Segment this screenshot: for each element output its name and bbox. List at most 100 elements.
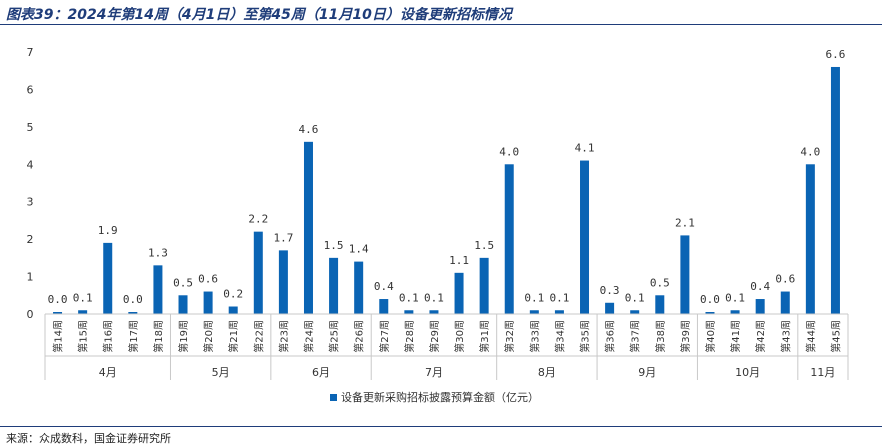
data-label: 4.1 (575, 142, 595, 155)
x-tick-label: 第33周 (528, 320, 541, 353)
x-tick-label: 第18周 (152, 320, 165, 353)
data-label: 0.1 (725, 291, 745, 304)
bar (103, 242, 113, 314)
x-tick-label: 第40周 (704, 320, 717, 353)
bar (605, 302, 615, 314)
x-tick-label: 第34周 (553, 320, 566, 353)
source-note: 来源：众成数科，国金证券研究所 (6, 432, 171, 445)
data-label: 0.2 (223, 288, 243, 301)
bar (128, 312, 138, 314)
bar (780, 291, 790, 314)
bar (228, 306, 238, 314)
chart-title: 图表39：2024年第14周（4月1日）至第45周（11月10日）设备更新招标情… (6, 7, 512, 23)
x-tick-label: 第25周 (328, 320, 341, 353)
data-label: 0.1 (73, 291, 93, 304)
x-group-label: 6月 (312, 366, 330, 379)
data-label: 4.0 (499, 145, 519, 158)
x-tick-label: 第39周 (679, 320, 692, 353)
x-tick-label: 第28周 (403, 320, 416, 353)
data-label: 2.1 (675, 216, 695, 229)
bar (78, 310, 88, 314)
x-tick-label: 第26周 (353, 320, 366, 353)
x-tick-label: 第36周 (604, 320, 617, 353)
y-tick-label: 7 (27, 46, 34, 59)
x-tick-label: 第24周 (302, 320, 315, 353)
x-tick-label: 第45周 (829, 320, 842, 353)
bars-group (53, 66, 840, 314)
x-tick-label: 第44周 (804, 320, 817, 353)
data-label: 0.1 (549, 291, 569, 304)
x-tick-label: 第43周 (779, 320, 792, 353)
y-tick-label: 5 (27, 121, 34, 134)
bar (730, 310, 740, 314)
x-tick-label: 第41周 (729, 320, 742, 353)
data-label: 2.2 (248, 213, 268, 226)
bar (805, 164, 815, 314)
bar (580, 160, 590, 314)
bar (755, 299, 765, 314)
bar (529, 310, 539, 314)
data-label: 1.4 (349, 243, 369, 256)
legend-label: 设备更新采购招标披露预算金额（亿元） (341, 390, 539, 404)
bar (354, 261, 364, 314)
bar (253, 231, 263, 314)
bar (53, 312, 63, 314)
x-tick-label: 第31周 (478, 320, 491, 353)
data-label: 0.4 (750, 280, 770, 293)
x-group-label: 10月 (735, 366, 760, 379)
bar (303, 141, 313, 314)
data-label: 0.4 (374, 280, 394, 293)
y-tick-label: 4 (27, 158, 34, 171)
data-label: 0.5 (650, 276, 670, 289)
bar (329, 257, 339, 314)
data-label: 0.6 (198, 273, 218, 286)
bar (479, 257, 489, 314)
data-label: 0.3 (600, 284, 620, 297)
y-tick-label: 6 (27, 83, 34, 96)
x-group-label: 4月 (99, 366, 117, 379)
x-tick-label: 第37周 (629, 320, 642, 353)
x-tick-label: 第17周 (127, 320, 140, 353)
x-tick-label: 第20周 (202, 320, 215, 353)
x-tick-label: 第27周 (378, 320, 391, 353)
data-label: 1.7 (273, 231, 293, 244)
y-tick-label: 3 (27, 196, 34, 209)
bar (278, 250, 288, 314)
y-tick-label: 1 (27, 271, 34, 284)
x-tick-label: 第14周 (52, 320, 65, 353)
x-tick-label: 第23周 (277, 320, 290, 353)
y-tick-label: 2 (27, 233, 34, 246)
data-label: 4.0 (800, 145, 820, 158)
x-tick-label: 第19周 (177, 320, 190, 353)
x-group-label: 8月 (538, 366, 556, 379)
data-label: 0.0 (700, 293, 720, 306)
data-label: 0.1 (424, 291, 444, 304)
legend: 设备更新采购招标披露预算金额（亿元） (330, 390, 539, 404)
bar (178, 295, 188, 314)
data-label: 0.1 (625, 291, 645, 304)
legend-swatch (330, 394, 337, 401)
bar (630, 310, 640, 314)
x-tick-label: 第30周 (453, 320, 466, 353)
x-tick-label: 第42周 (754, 320, 767, 353)
bar (680, 235, 690, 314)
bar (429, 310, 439, 314)
bar (153, 265, 163, 314)
data-label: 0.1 (399, 291, 419, 304)
y-axis: 0 1 2 3 4 5 6 7 (27, 46, 34, 321)
footer-divider (0, 426, 882, 427)
x-tick-label: 第32周 (503, 320, 516, 353)
x-tick-label: 第21周 (227, 320, 240, 353)
x-tick-label: 第16周 (102, 320, 115, 353)
data-label: 0.0 (48, 293, 68, 306)
x-group-label: 7月 (425, 366, 443, 379)
x-tick-label: 第29周 (428, 320, 441, 353)
data-label: 1.5 (324, 239, 344, 252)
data-label: 1.5 (474, 239, 494, 252)
x-axis: 第14周 第15周 第16周 第17周 第18周 第19周 第20周 第21周 第22周 第23周… (44, 313, 849, 380)
x-tick-label: 第15周 (77, 320, 90, 353)
bar (404, 310, 414, 314)
data-label: 0.6 (775, 273, 795, 286)
y-tick-label: 0 (27, 308, 34, 321)
bar (454, 272, 464, 314)
